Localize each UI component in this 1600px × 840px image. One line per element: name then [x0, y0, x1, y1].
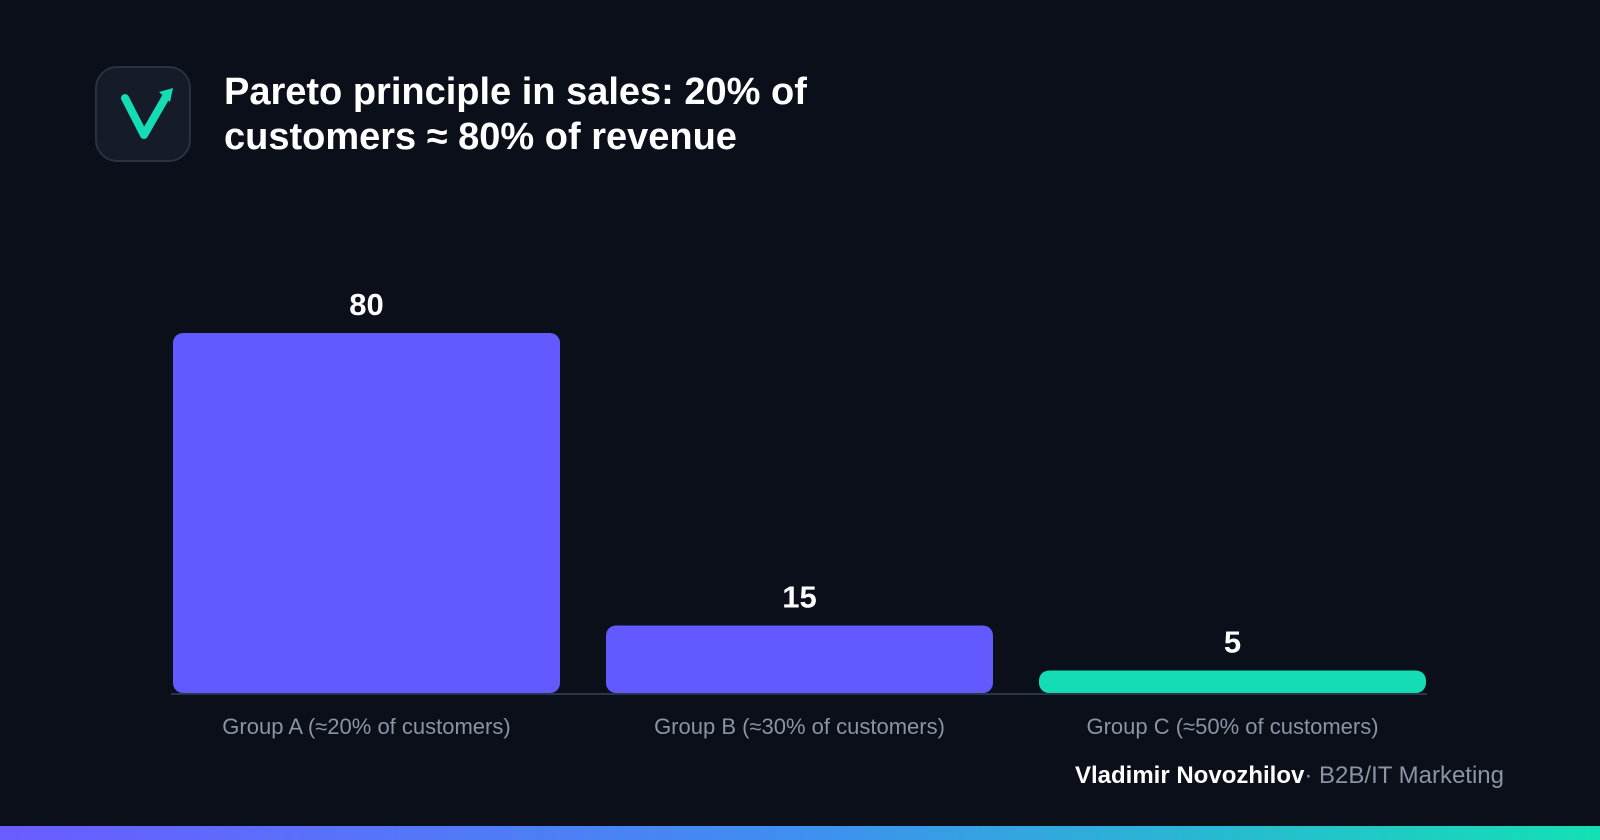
author-name: Vladimir Novozhilov — [1074, 762, 1305, 789]
data-label: 5 — [1224, 625, 1241, 660]
category-label: Group C (≈50% of customers) — [1086, 714, 1378, 739]
credit-separator: · — [1304, 762, 1313, 789]
author-credit: Vladimir Novozhilov· B2B/IT Marketing — [1075, 762, 1504, 790]
category-label: Group B (≈30% of customers) — [654, 714, 945, 739]
gradient-bottom-bar — [0, 826, 1600, 840]
checkmark-arrow-icon — [121, 88, 173, 139]
logo — [95, 66, 191, 162]
category-label: Group A (≈20% of customers) — [222, 714, 510, 739]
data-label: 15 — [782, 580, 816, 615]
bar — [173, 333, 560, 693]
bar — [606, 625, 993, 693]
data-label: 80 — [349, 287, 383, 322]
author-role: B2B/IT Marketing — [1319, 762, 1504, 789]
bar — [1039, 670, 1426, 693]
page-title: Pareto principle in sales: 20% of custom… — [224, 71, 807, 158]
